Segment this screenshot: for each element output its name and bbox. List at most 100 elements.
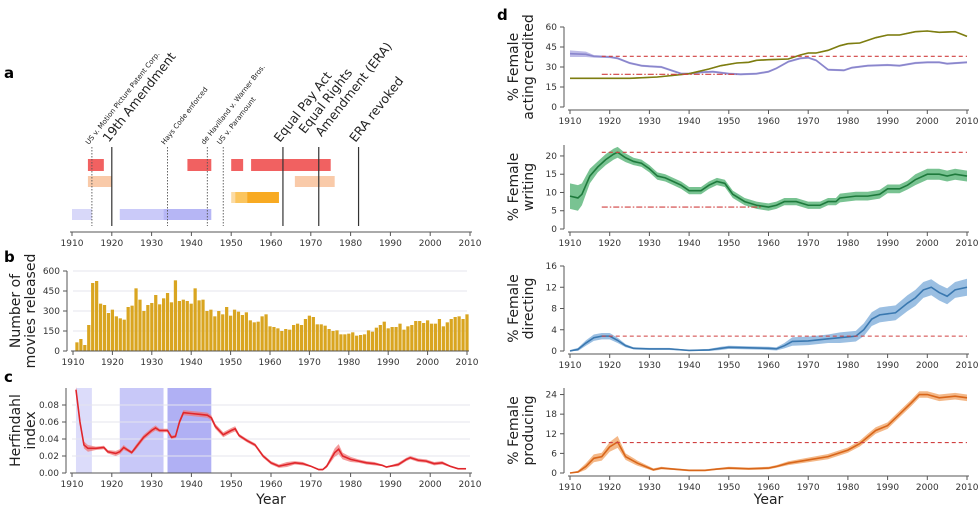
bar — [260, 316, 264, 351]
bar — [240, 315, 245, 351]
timeline-bar — [119, 209, 164, 220]
timeline-bar — [294, 176, 335, 187]
bar — [390, 327, 394, 351]
x-tick-label: 1910 — [62, 358, 85, 368]
x-tick-label: 2010 — [956, 239, 979, 249]
bar — [110, 309, 115, 351]
x-tick-label: 1960 — [260, 239, 283, 249]
y-axis-label-line: index — [23, 411, 39, 449]
x-tick-label: 1940 — [678, 239, 701, 249]
x-tick-label: 1910 — [61, 239, 84, 249]
x-tick-label: 1980 — [836, 239, 859, 249]
bar — [225, 307, 229, 351]
bar — [248, 320, 252, 351]
event-label: US v. Motion Picture Patent Corp. — [84, 50, 161, 146]
event-label-line: 19th Amendment — [99, 49, 178, 145]
y-tick-label: 0.02 — [39, 452, 59, 462]
bar — [102, 305, 107, 351]
bar — [169, 302, 174, 351]
bar — [406, 326, 410, 351]
panel-d-producing: 0 6 12 18 24 % Femaleproducing Year 1910 1920 193… — [506, 388, 979, 508]
y-axis-label: % Femalewriting — [506, 153, 537, 221]
series-0-line — [569, 286, 968, 352]
bar — [173, 280, 178, 351]
timeline-bar — [72, 209, 92, 220]
bar — [177, 301, 181, 351]
y-tick-label: 8 — [551, 305, 557, 315]
y-tick-label: 0.00 — [39, 469, 59, 479]
x-tick-label: 1950 — [717, 483, 740, 493]
panel-d-writing: 0 5 10 15 20 % Femalewriting 1910 1920 1930 1940 1… — [506, 145, 979, 249]
timeline-bar — [87, 176, 112, 187]
bar — [146, 305, 150, 351]
x-tick-label: 1950 — [717, 117, 740, 127]
x-tick-label: 2000 — [916, 117, 939, 127]
bar — [347, 333, 351, 351]
y-tick-label: 60 — [546, 23, 558, 33]
y-axis-label: % Femaleproducing — [506, 395, 537, 465]
x-tick-label: 1920 — [101, 358, 124, 368]
y-tick-label: 18 — [546, 410, 558, 420]
bar — [189, 303, 193, 351]
y-axis-label-line: % Female — [506, 33, 522, 101]
bar — [362, 334, 367, 351]
bar — [122, 319, 126, 351]
y-tick-label: 0.06 — [39, 418, 59, 428]
x-tick-label: 1920 — [598, 361, 621, 371]
x-tick-label: 1980 — [836, 483, 859, 493]
bar — [232, 309, 237, 351]
x-tick-label: 2010 — [456, 358, 479, 368]
bar — [295, 323, 300, 351]
bar — [95, 281, 99, 351]
x-tick-label: 1970 — [797, 483, 820, 493]
bar — [445, 322, 449, 351]
bar — [134, 288, 138, 351]
panel-d-directing: 0 4 8 12 16 % Femaledirecting 1910 1920 1930 1940… — [506, 262, 979, 371]
y-axis-label-line: Herfindahl — [8, 394, 24, 467]
bar — [382, 321, 386, 351]
y-tick-label: 0 — [551, 347, 557, 357]
bar — [457, 316, 461, 351]
bar — [197, 300, 201, 351]
x-tick-label: 1920 — [100, 239, 123, 249]
y-axis-label: Herfindahlindex — [8, 394, 39, 467]
event-label-line: de Havilland v. Warner Bros. — [200, 63, 267, 146]
bar — [154, 295, 158, 351]
timeline-bar — [235, 192, 248, 203]
bar — [276, 328, 280, 351]
x-tick-label: 1940 — [180, 239, 203, 249]
x-tick-label: 1950 — [220, 480, 243, 490]
bar — [264, 314, 268, 351]
y-tick-label: 20 — [546, 152, 558, 162]
x-tick-label: 1970 — [797, 117, 820, 127]
bar — [118, 318, 122, 351]
bar — [217, 311, 221, 351]
panel-b-movies-released: 0 150 300 450 600 Number ofmovies released 191… — [8, 254, 479, 369]
y-tick-label: 150 — [43, 327, 60, 337]
panel-label-a: a — [4, 64, 14, 82]
y-tick-label: 5 — [551, 207, 557, 217]
y-tick-label: 6 — [551, 449, 557, 459]
bar — [292, 325, 296, 351]
x-tick-label: 1990 — [876, 483, 899, 493]
x-tick-label: 2000 — [916, 361, 939, 371]
x-tick-label: 1950 — [220, 239, 243, 249]
bar — [87, 325, 91, 351]
x-axis-label: Year — [753, 492, 784, 508]
bar — [319, 324, 323, 351]
bar — [126, 307, 130, 351]
panel-d-acting: 0 15 30 45 60 % Femaleacting credited 1910 1920… — [506, 14, 979, 127]
x-tick-label: 1970 — [797, 361, 820, 371]
bar — [201, 299, 205, 351]
panel-a-timeline: US v. Motion Picture Patent Corp.19th Am… — [61, 39, 482, 249]
panel-label-c: c — [4, 368, 13, 386]
x-tick-label: 2000 — [419, 239, 442, 249]
y-tick-label: 0.04 — [39, 435, 59, 445]
x-tick-label: 1940 — [678, 483, 701, 493]
y-tick-label: 24 — [546, 391, 558, 401]
herfindahl-line — [75, 389, 467, 471]
x-tick-label: 1950 — [717, 361, 740, 371]
series-0-line — [569, 151, 968, 208]
x-tick-label: 1970 — [797, 239, 820, 249]
x-tick-label: 2010 — [956, 361, 979, 371]
